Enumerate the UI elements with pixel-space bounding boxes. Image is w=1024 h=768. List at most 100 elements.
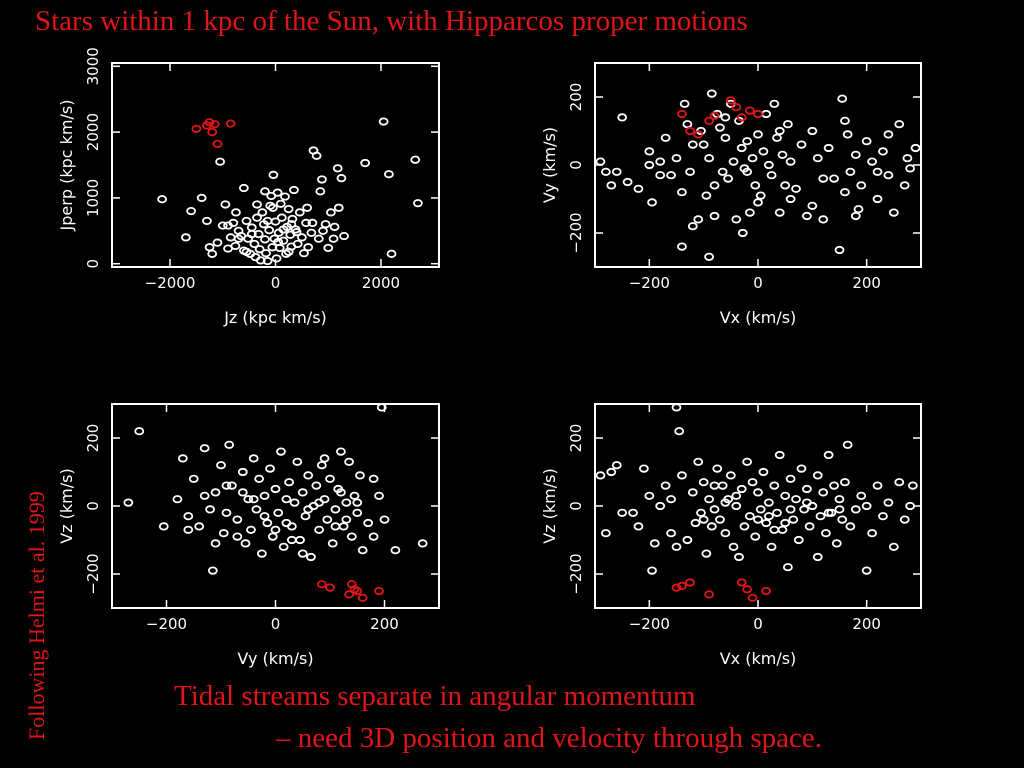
field-star-point xyxy=(823,450,834,460)
field-star-point xyxy=(747,154,758,163)
field-star-point xyxy=(812,154,823,163)
field-star-point xyxy=(802,484,812,494)
y-axis-label: Vy (km/s) xyxy=(540,127,559,203)
field-star-point xyxy=(701,549,712,558)
field-star-point xyxy=(172,495,183,504)
field-star-point xyxy=(823,508,834,517)
stream-star-point xyxy=(744,106,755,115)
field-star-point xyxy=(284,478,295,487)
stream-star-point xyxy=(357,593,368,602)
field-star-point xyxy=(194,522,205,531)
stream-star-point xyxy=(677,581,687,591)
field-star-point xyxy=(888,542,899,551)
field-star-point xyxy=(252,200,262,209)
field-star-point xyxy=(793,535,804,545)
field-star-point xyxy=(338,522,349,531)
field-star-point xyxy=(183,525,194,534)
field-star-point xyxy=(725,471,736,480)
field-star-point xyxy=(655,501,666,511)
field-star-point xyxy=(204,243,215,252)
field-star-point xyxy=(410,155,421,164)
field-star-point xyxy=(330,505,341,514)
field-star-point xyxy=(336,174,347,183)
field-star-point xyxy=(753,515,763,524)
field-star-point xyxy=(265,464,275,473)
x-axis-label: Vy (km/s) xyxy=(237,649,313,668)
field-star-point xyxy=(301,218,311,228)
field-star-point xyxy=(717,481,728,490)
field-star-point xyxy=(335,447,346,456)
field-star-point xyxy=(243,495,254,504)
field-star-point xyxy=(791,184,801,193)
field-star-point xyxy=(837,94,848,103)
field-star-point xyxy=(617,508,628,517)
y-tick-label: −200 xyxy=(84,553,102,594)
field-star-point xyxy=(772,508,782,517)
field-star-point xyxy=(134,427,145,436)
field-star-point xyxy=(205,505,216,514)
field-star-point xyxy=(322,515,333,524)
field-star-point xyxy=(840,116,850,125)
field-star-point xyxy=(606,467,617,477)
field-star-point xyxy=(606,181,617,190)
field-star-point xyxy=(188,474,199,483)
field-star-point xyxy=(267,532,278,541)
field-star-point xyxy=(221,481,232,490)
field-star-point xyxy=(850,211,861,221)
field-star-point xyxy=(671,154,682,163)
field-star-point xyxy=(712,464,723,473)
field-star-point xyxy=(368,532,379,541)
field-star-point xyxy=(666,495,676,504)
field-star-point xyxy=(769,99,780,108)
field-star-point xyxy=(292,457,303,466)
x-tick-label: 2000 xyxy=(362,274,400,292)
field-star-point xyxy=(325,474,335,483)
field-star-point xyxy=(221,508,232,517)
field-star-point xyxy=(647,198,657,207)
field-star-point xyxy=(210,488,221,497)
field-star-point xyxy=(720,133,731,142)
field-star-point xyxy=(376,403,387,412)
field-star-point xyxy=(314,525,325,534)
field-star-point xyxy=(840,188,850,197)
field-star-point xyxy=(899,515,910,524)
field-star-point xyxy=(226,481,237,490)
field-star-point xyxy=(766,542,777,551)
field-star-point xyxy=(739,522,750,531)
field-star-point xyxy=(199,491,210,500)
field-star-point xyxy=(303,243,314,252)
field-star-point xyxy=(283,204,294,214)
field-star-point xyxy=(709,505,720,514)
field-star-point xyxy=(867,157,877,166)
field-star-point xyxy=(807,201,818,210)
stream-star-point xyxy=(212,139,223,149)
field-star-point xyxy=(785,157,796,166)
field-star-point xyxy=(888,208,899,217)
field-star-point xyxy=(796,140,807,149)
field-star-point xyxy=(341,498,352,507)
field-star-point xyxy=(829,174,839,183)
field-star-point xyxy=(845,522,856,531)
field-star-point xyxy=(357,546,368,555)
field-star-point xyxy=(628,508,638,517)
field-star-point xyxy=(872,194,883,204)
field-star-point xyxy=(255,256,266,265)
field-star-point xyxy=(747,478,758,487)
stream-star-point xyxy=(742,585,753,594)
x-tick-label: 0 xyxy=(271,615,281,633)
field-star-point xyxy=(595,157,606,166)
field-star-point xyxy=(736,143,747,153)
field-star-point xyxy=(883,171,894,180)
field-star-point xyxy=(763,512,774,521)
field-star-point xyxy=(723,174,734,183)
field-star-point xyxy=(158,522,169,531)
field-star-point xyxy=(314,498,325,507)
field-star-point xyxy=(671,403,682,412)
field-star-point xyxy=(352,508,363,517)
stream-star-point xyxy=(677,109,687,119)
field-star-point xyxy=(758,467,769,477)
stream-star-point xyxy=(753,109,763,119)
field-star-point xyxy=(267,203,278,212)
field-star-point xyxy=(157,195,168,204)
field-star-point xyxy=(297,549,308,558)
